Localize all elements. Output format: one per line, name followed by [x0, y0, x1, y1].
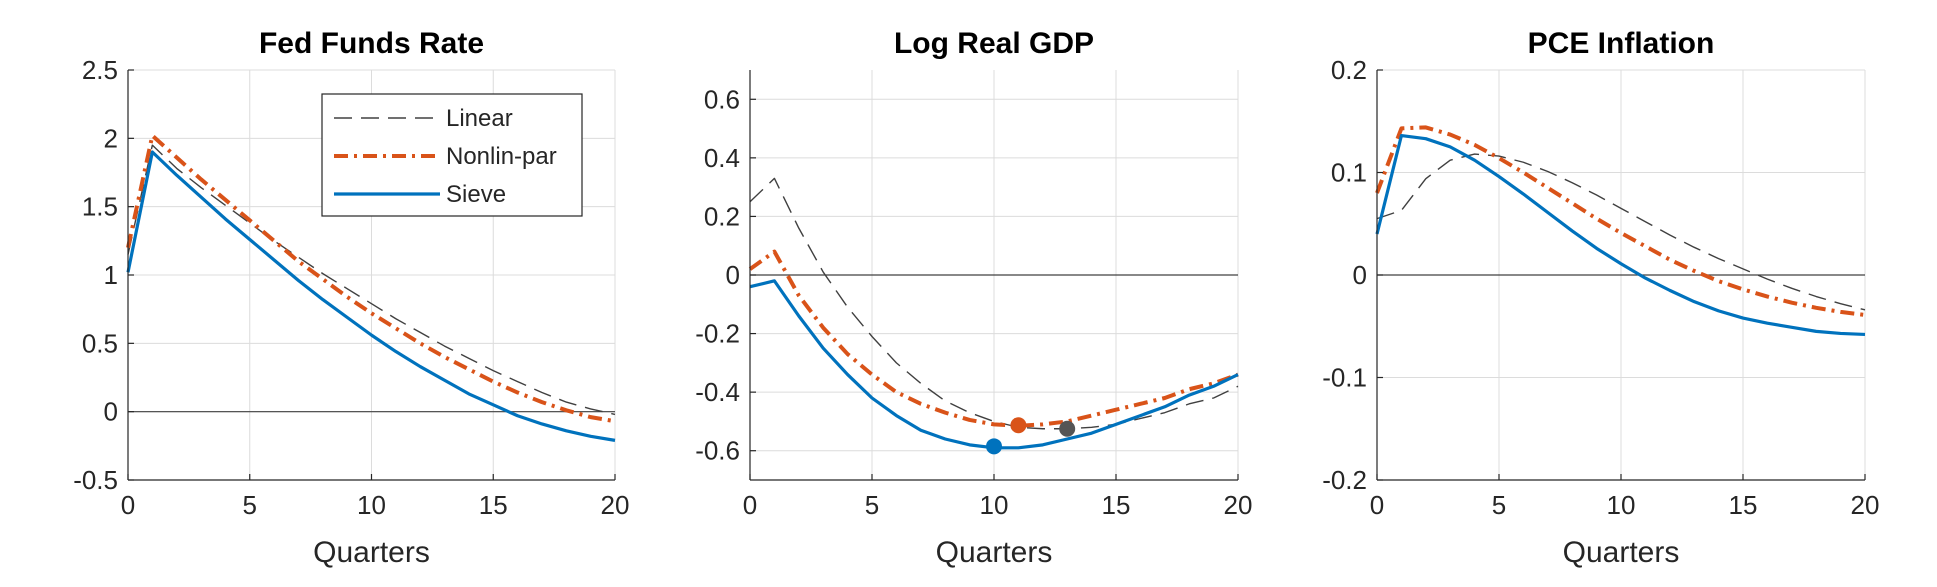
x-axis-label: Quarters	[1563, 536, 1680, 569]
y-tick-label: 1.5	[82, 192, 118, 222]
y-tick-label: 0	[104, 397, 118, 427]
series-line-sieve	[126, 150, 616, 442]
x-tick-label: 10	[980, 490, 1009, 520]
legend-label: Nonlin-par	[446, 143, 557, 170]
y-tick-label: -0.4	[695, 377, 740, 407]
marker-nonlin-par	[1010, 417, 1027, 434]
x-axis-label: Quarters	[936, 536, 1053, 569]
chart-panel-2: 0 5 10 15 20 -0.6 -0.4 -0.2 0 0.2 0.4 0.6 Log Real G…	[695, 27, 1252, 569]
series-line-nonlin-par	[126, 133, 616, 424]
x-tick-label: 15	[1102, 490, 1131, 520]
series-line-nonlin-par	[748, 249, 1239, 428]
y-tick-label: -0.1	[1322, 363, 1367, 393]
marker-sieve	[986, 438, 1002, 455]
x-tick-label: 15	[1729, 490, 1758, 520]
x-tick-label: 5	[243, 490, 257, 520]
x-tick-label: 20	[1224, 490, 1253, 520]
y-tick-label: 0.2	[704, 201, 740, 231]
x-tick-label: 5	[865, 490, 879, 520]
y-tick-label: 1	[104, 260, 118, 290]
x-tick-label: 0	[1370, 490, 1384, 520]
y-tick-label: 0	[726, 260, 740, 290]
y-tick-label: -0.2	[1322, 465, 1367, 495]
legend-label: Linear	[446, 105, 513, 132]
chart-title: PCE Inflation	[1528, 27, 1715, 60]
y-tick-label: -0.5	[73, 465, 118, 495]
x-axis-label: Quarters	[313, 536, 430, 569]
chart-title: Fed Funds Rate	[259, 27, 484, 60]
x-tick-label: 15	[479, 490, 508, 520]
chart-panel-3: 0 5 10 15 20 -0.2 -0.1 0 0.1 0.2 PCE Inflation Quar…	[1322, 27, 1879, 569]
legend: Linear Nonlin-par Sieve	[321, 93, 583, 217]
series-line-linear	[127, 144, 616, 416]
legend-label: Sieve	[446, 181, 506, 208]
marker-linear	[1059, 420, 1076, 437]
x-tick-label: 0	[121, 490, 135, 520]
x-tick-label: 10	[357, 490, 386, 520]
x-tick-label: 20	[1851, 490, 1880, 520]
y-tick-label: 2.5	[82, 55, 118, 85]
x-tick-label: 10	[1607, 490, 1636, 520]
y-tick-label: 0.6	[704, 84, 740, 114]
y-tick-label: -0.2	[695, 319, 740, 349]
x-tick-label: 0	[743, 490, 757, 520]
y-tick-label: 0	[1353, 260, 1367, 290]
series-line-linear	[1376, 153, 1866, 311]
y-tick-label: 0.1	[1331, 158, 1367, 188]
y-tick-label: 2	[104, 123, 118, 153]
y-tick-label: 0.5	[82, 328, 118, 358]
series-line-nonlin-par	[1375, 125, 1866, 317]
x-tick-label: 5	[1492, 490, 1506, 520]
y-tick-label: 0.2	[1331, 55, 1367, 85]
y-tick-label: 0.4	[704, 143, 740, 173]
series-line-sieve	[1375, 134, 1866, 337]
chart-title: Log Real GDP	[894, 27, 1094, 60]
y-tick-label: -0.6	[695, 436, 740, 466]
x-tick-label: 20	[601, 490, 630, 520]
